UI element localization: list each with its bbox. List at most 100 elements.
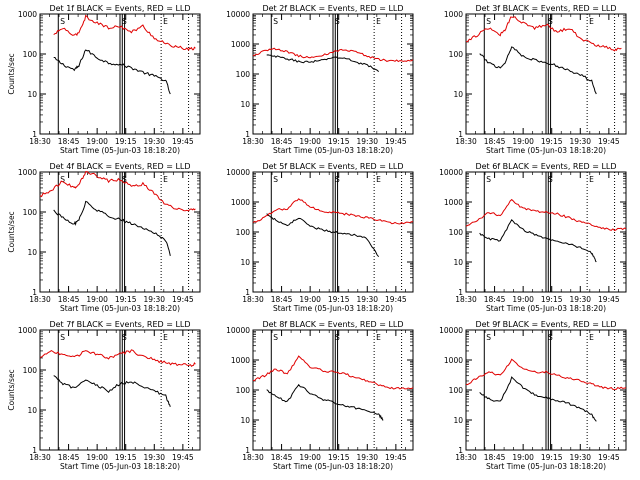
- vline-marker-label: S: [60, 175, 65, 184]
- chart-title: Det 9f BLACK = Events, RED = LLD: [475, 320, 616, 329]
- x-tick-label: 18:45: [58, 453, 80, 462]
- x-tick-label: 18:30: [29, 295, 51, 304]
- y-tick-label: 10: [453, 90, 463, 99]
- y-tick-label: 1: [32, 446, 37, 455]
- y-tick-label: 1: [245, 446, 250, 455]
- x-tick-label: 19:15: [328, 295, 350, 304]
- chart-title: Det 6f BLACK = Events, RED = LLD: [475, 162, 616, 171]
- x-tick-label: 19:15: [115, 453, 137, 462]
- y-tick-label: 10: [453, 416, 463, 425]
- y-tick-label: 10000: [439, 168, 463, 177]
- y-tick-label: 1: [245, 130, 250, 139]
- lld-series-line: [252, 47, 414, 63]
- vline-marker-label: E: [376, 175, 381, 184]
- y-tick-label: 1000: [444, 198, 463, 207]
- x-tick-label: 19:30: [569, 137, 591, 146]
- vline-marker-label: S: [548, 17, 553, 26]
- x-tick-label: 18:45: [271, 453, 293, 462]
- y-tick-label: 1: [32, 130, 37, 139]
- x-tick-label: 18:45: [484, 137, 506, 146]
- x-tick-label: 19:15: [115, 137, 137, 146]
- y-tick-label: 1000: [18, 326, 37, 335]
- chart-title: Det 1f BLACK = Events, RED = LLD: [49, 4, 190, 13]
- x-tick-label: 18:30: [455, 453, 477, 462]
- vline-marker-label: E: [589, 175, 594, 184]
- x-tick-label: 19:45: [598, 137, 620, 146]
- y-tick-label: 100: [23, 366, 38, 375]
- vline-marker-label: S: [548, 333, 553, 342]
- y-tick-label: 10000: [226, 168, 250, 177]
- x-tick-label: 18:30: [242, 453, 264, 462]
- y-tick-label: 1: [458, 446, 463, 455]
- y-tick-label: 100: [236, 386, 251, 395]
- vline-marker-label: E: [376, 17, 381, 26]
- events-series-line: [266, 213, 380, 258]
- x-tick-label: 18:45: [484, 453, 506, 462]
- chart-title: Det 4f BLACK = Events, RED = LLD: [49, 162, 190, 171]
- x-tick-label: 19:15: [541, 453, 563, 462]
- x-tick-label: 18:45: [271, 295, 293, 304]
- chart-panel-8: Det 8f BLACK = Events, RED = LLD 1 10 100 10…: [226, 320, 414, 471]
- y-tick-label: 1: [245, 288, 250, 297]
- x-tick-label: 19:30: [569, 453, 591, 462]
- x-axis-label: Start Time (05-Jun-03 18:18:20): [486, 304, 606, 313]
- chart-title: Det 3f BLACK = Events, RED = LLD: [475, 4, 616, 13]
- x-tick-label: 19:30: [356, 295, 378, 304]
- y-tick-label: 10: [27, 406, 37, 415]
- y-tick-label: 10000: [226, 10, 250, 19]
- events-series-line: [479, 218, 597, 263]
- chart-panel-7: Det 7f BLACK = Events, RED = LLD 1 10 100 10…: [7, 320, 201, 471]
- x-tick-label: 19:15: [541, 137, 563, 146]
- x-tick-label: 19:00: [86, 137, 108, 146]
- x-tick-label: 18:30: [242, 295, 264, 304]
- vline-marker-label: S: [335, 333, 340, 342]
- x-axis-label: Start Time (05-Jun-03 18:18:20): [273, 146, 393, 155]
- lld-series-line: [39, 349, 196, 368]
- chart-panel-9: Det 9f BLACK = Events, RED = LLD 1 10 100 10…: [439, 320, 627, 471]
- x-tick-label: 19:45: [598, 453, 620, 462]
- chart-panel-5: Det 5f BLACK = Events, RED = LLD 1 10 100 10…: [226, 162, 414, 313]
- y-tick-label: 100: [236, 228, 251, 237]
- x-tick-label: 19:15: [328, 453, 350, 462]
- lld-series-line: [252, 198, 413, 225]
- x-tick-label: 18:45: [484, 295, 506, 304]
- vline-marker-label: S: [548, 175, 553, 184]
- y-tick-label: 1000: [231, 40, 250, 49]
- vline-marker-label: S: [60, 333, 65, 342]
- lld-series-line: [465, 16, 622, 52]
- chart-panel-2: Det 2f BLACK = Events, RED = LLD 1 10 100 10…: [226, 4, 414, 155]
- vline-marker-label: E: [589, 17, 594, 26]
- vline-marker-label: S: [335, 17, 340, 26]
- chart-title: Det 7f BLACK = Events, RED = LLD: [49, 320, 190, 329]
- x-tick-label: 19:45: [385, 137, 407, 146]
- x-axis-label: Start Time (05-Jun-03 18:18:20): [60, 146, 180, 155]
- x-tick-label: 19:00: [86, 295, 108, 304]
- x-tick-label: 19:30: [356, 453, 378, 462]
- x-tick-label: 18:30: [455, 295, 477, 304]
- x-tick-label: 19:45: [598, 295, 620, 304]
- x-tick-label: 19:00: [299, 137, 321, 146]
- y-tick-label: 10: [27, 248, 37, 257]
- vline-marker-label: E: [163, 175, 168, 184]
- x-tick-label: 19:00: [299, 453, 321, 462]
- y-axis-label: Counts/sec: [7, 369, 16, 410]
- vline-marker-label: S: [273, 17, 278, 26]
- x-tick-label: 18:45: [271, 137, 293, 146]
- x-tick-label: 19:30: [143, 295, 165, 304]
- events-series-line: [53, 375, 171, 407]
- vline-marker-label: E: [376, 333, 381, 342]
- events-series-line: [266, 54, 380, 72]
- events-series-line: [479, 376, 597, 422]
- y-tick-label: 1000: [231, 198, 250, 207]
- x-tick-label: 19:00: [86, 453, 108, 462]
- events-series-line: [53, 200, 171, 257]
- chart-panel-3: Det 3f BLACK = Events, RED = LLD 1 10 100 10…: [444, 4, 627, 155]
- x-tick-label: 18:30: [29, 453, 51, 462]
- x-axis-label: Start Time (05-Jun-03 18:18:20): [60, 304, 180, 313]
- vline-marker-label: S: [122, 17, 127, 26]
- x-tick-label: 18:45: [58, 137, 80, 146]
- y-tick-label: 1000: [18, 168, 37, 177]
- vline-marker-label: S: [486, 175, 491, 184]
- lld-series-line: [465, 198, 627, 232]
